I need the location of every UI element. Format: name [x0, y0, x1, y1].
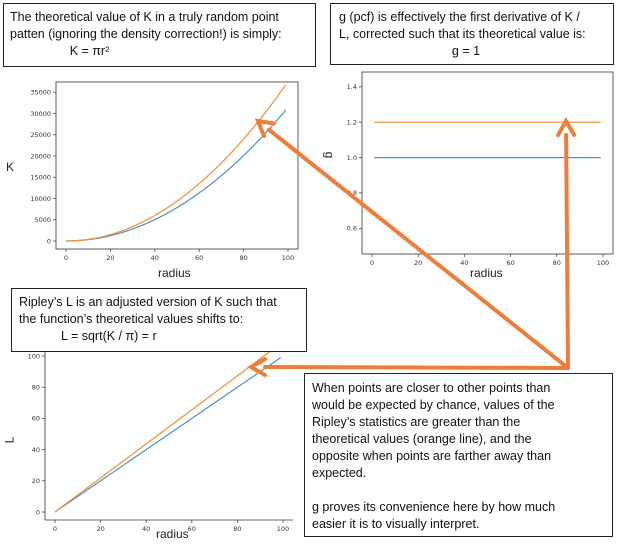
y-tick-label: 80: [32, 384, 40, 392]
k-plot-xlabel: radius: [158, 266, 191, 280]
y-tick-label: 100: [28, 352, 40, 360]
explain-line3: Ripley’s statistics are greater than the: [312, 415, 521, 429]
y-tick-label: 0: [36, 508, 40, 516]
g-note-line2: L, corrected such that its theoretical v…: [339, 27, 586, 41]
y-tick-label: 25000: [30, 131, 51, 139]
explain-line7: g proves its convenience here by how muc…: [312, 500, 556, 514]
x-tick-label: 60: [195, 254, 203, 262]
x-tick-label: 20: [96, 525, 104, 533]
explain-line5: opposite when points are farther away th…: [312, 449, 552, 463]
x-tick-label: 80: [239, 254, 247, 262]
y-tick-label: 20000: [30, 152, 51, 160]
observed-line: [66, 109, 287, 242]
x-tick-label: 60: [188, 525, 196, 533]
explain-line4: theoretical values (orange line), and th…: [312, 432, 532, 446]
k-note-line1: The theoretical value of K in a truly ra…: [10, 10, 279, 24]
g-note-line1: g (pcf) is effectively the first derivat…: [339, 10, 580, 24]
y-tick-label: 35000: [30, 89, 51, 97]
y-tick-label: 1.2: [347, 119, 357, 127]
l-note-formula: L = sqrt(K / π) = r: [61, 329, 157, 343]
x-tick-label: 0: [64, 254, 68, 262]
g-plot-ylabel: g: [322, 151, 337, 159]
x-tick-label: 40: [142, 525, 150, 533]
y-tick-label: 0.6: [347, 225, 357, 233]
theoretical-line: [66, 84, 287, 242]
k-note-line2: patten (ignoring the density correction!…: [10, 27, 282, 41]
g-note-box: g (pcf) is effectively the first derivat…: [330, 3, 614, 65]
k-note-formula: K = πr²: [69, 44, 110, 58]
y-tick-label: 1.0: [347, 154, 357, 162]
g-plot: 0 20 40 60 80 100 0.6 0.8 1.0 1.2 1.4: [347, 71, 614, 267]
x-tick-label: 60: [506, 259, 514, 267]
x-tick-label: 100: [277, 525, 289, 533]
x-tick-label: 100: [597, 259, 609, 267]
y-tick-label: 5000: [34, 216, 51, 224]
l-note-line1: Ripley’s L is an adjusted version of K s…: [19, 295, 277, 309]
l-note-line2: the function’s theoretical values shifts…: [19, 312, 244, 326]
y-tick-label: 0.8: [347, 189, 357, 197]
k-plot: 0 20 40 60 80 100 0 5000 10000 15000 20000 25000 300…: [30, 81, 299, 262]
g-plot-xlabel: radius: [470, 266, 503, 280]
y-tick-label: 0: [47, 237, 51, 245]
x-tick-label: 0: [370, 259, 374, 267]
plot-frame: [361, 71, 614, 255]
plot-frame: [55, 81, 299, 250]
y-tick-label: 15000: [30, 174, 51, 182]
l-plot-xlabel: radius: [156, 527, 189, 541]
observed-line: [54, 357, 282, 513]
l-note-box: Ripley’s L is an adjusted version of K s…: [11, 288, 307, 352]
explain-line1: When points are closer to other points t…: [312, 381, 551, 395]
g-note-formula: g = 1: [451, 44, 481, 58]
arrow-to-l-plot-shaft: [262, 365, 570, 370]
y-tick-label: 1.4: [347, 83, 357, 91]
y-tick-label: 20: [32, 477, 40, 485]
explain-line6: expected.: [312, 466, 367, 480]
x-tick-label: 0: [53, 525, 57, 533]
x-tick-label: 100: [282, 254, 294, 262]
x-tick-label: 40: [151, 254, 159, 262]
theoretical-line: [54, 345, 280, 513]
x-tick-label: 20: [414, 259, 422, 267]
x-tick-label: 20: [106, 254, 114, 262]
k-note-box: The theoretical value of K in a truly ra…: [3, 3, 316, 67]
explain-line8: easier it is to visually interpret.: [312, 517, 480, 531]
x-tick-label: 80: [233, 525, 241, 533]
x-tick-label: 80: [553, 259, 561, 267]
l-plot: 0 20 40 60 80 100 0 20 40 60 80 100: [28, 345, 293, 533]
explain-note-box: When points are closer to other points t…: [304, 373, 613, 537]
x-tick-label: 40: [460, 259, 468, 267]
y-tick-label: 40: [32, 446, 40, 454]
k-plot-ylabel: K: [6, 160, 15, 174]
y-tick-label: 10000: [30, 195, 51, 203]
y-tick-label: 30000: [30, 110, 51, 118]
y-tick-label: 60: [32, 415, 40, 423]
l-plot-ylabel: L: [2, 436, 17, 444]
explain-line2: would be expected by chance, values of t…: [312, 398, 555, 412]
